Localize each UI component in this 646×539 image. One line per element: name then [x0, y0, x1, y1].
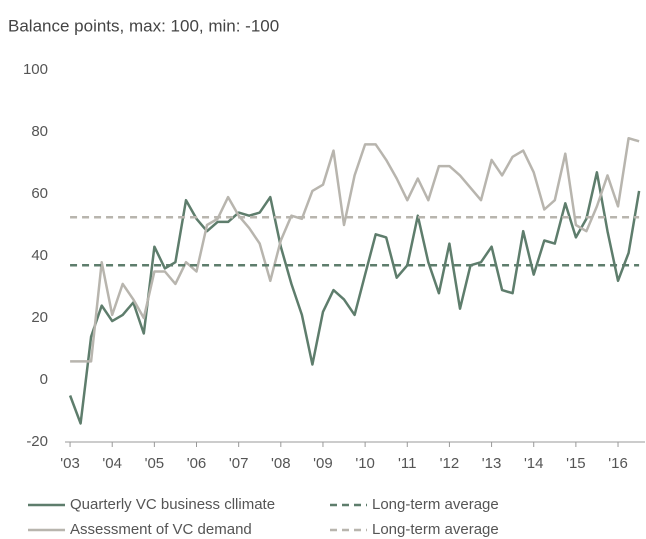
x-tick-label: '04	[102, 455, 122, 472]
legend-label: Quarterly VC business cllimate	[70, 496, 275, 513]
legend-label: Long-term average	[372, 496, 499, 513]
y-tick-label: -20	[26, 433, 48, 450]
y-tick-label: 100	[23, 61, 48, 78]
x-tick-label: '08	[271, 455, 291, 472]
x-tick-label: '16	[608, 455, 628, 472]
legend-label: Long-term average	[372, 521, 499, 538]
x-tick-label: '10	[355, 455, 375, 472]
series-line	[68, 171, 641, 425]
y-tick-label: 80	[31, 123, 48, 140]
y-tick-label: 20	[31, 309, 48, 326]
x-tick-label: '14	[524, 455, 544, 472]
x-tick-label: '11	[398, 455, 416, 472]
chart-title: Balance points, max: 100, min: -100	[8, 16, 279, 35]
y-tick-label: 0	[40, 371, 48, 388]
x-tick-label: '09	[313, 455, 333, 472]
x-tick-label: '05	[145, 455, 165, 472]
x-tick-label: '12	[440, 455, 460, 472]
x-tick-label: '07	[229, 455, 249, 472]
x-tick-label: '13	[482, 455, 502, 472]
legend-label: Assessment of VC demand	[70, 521, 252, 538]
x-tick-label: '06	[187, 455, 207, 472]
x-tick-label: '15	[566, 455, 586, 472]
y-tick-label: 40	[31, 247, 48, 264]
series-line	[70, 136, 640, 363]
y-tick-label: 60	[31, 185, 48, 202]
x-tick-label: '03	[60, 455, 80, 472]
